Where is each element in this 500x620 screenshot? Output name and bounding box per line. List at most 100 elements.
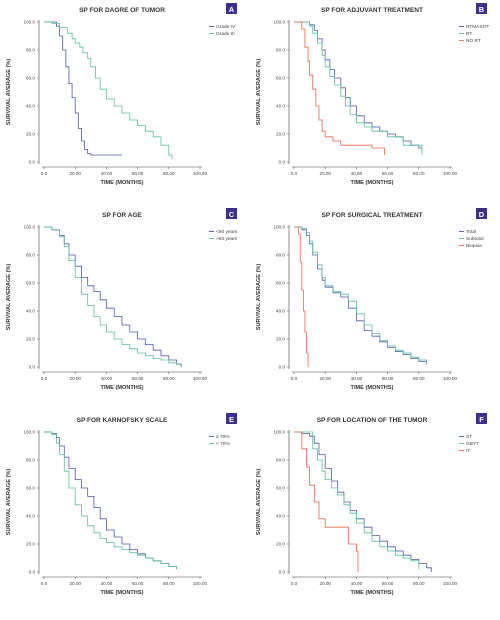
y-tick-label: 20.0 <box>26 337 35 342</box>
x-tick-label: 20.00 <box>69 581 81 586</box>
chart-title: SP FOR LOCATION OF THE TUMOR <box>317 417 428 424</box>
x-tick-label: 40.00 <box>101 581 113 586</box>
panel-letter: A <box>229 5 235 14</box>
legend-label: <60 years <box>216 229 238 235</box>
chart-panel-a: SP FOR DAGRE OF TUMOR A 0.0 20.00 40.00 60.00… <box>6 3 237 186</box>
series-line-3 <box>294 431 359 572</box>
x-tick-label: 40.00 <box>351 171 363 176</box>
x-tick-label: 60.00 <box>132 376 144 381</box>
legend-label: RTMASOT <box>466 24 489 30</box>
x-tick-label: 60.00 <box>382 376 394 381</box>
y-tick-label: 0.0 <box>279 365 286 370</box>
legend-label: Total <box>466 229 476 235</box>
panel-letter: D <box>479 210 485 219</box>
y-tick-label: 40.0 <box>276 104 285 109</box>
x-tick-label: 40.00 <box>101 171 113 176</box>
y-tick-label: 20.0 <box>26 542 35 547</box>
series-line-1 <box>294 226 427 365</box>
legend-label: Subtotal <box>466 236 484 242</box>
series-line-2 <box>294 226 427 363</box>
series-line-2 <box>44 21 173 160</box>
y-tick-label: 0.0 <box>29 570 36 575</box>
y-tick-label: 20.0 <box>276 542 285 547</box>
y-tick-label: 60.0 <box>276 76 285 81</box>
series-line-1 <box>294 21 423 151</box>
x-tick-label: 0.0 <box>291 581 298 586</box>
y-tick-label: 40.0 <box>26 514 35 519</box>
x-tick-label: 60.00 <box>382 171 394 176</box>
y-tick-label: 40.0 <box>26 309 35 314</box>
y-tick-label: 40.0 <box>276 514 285 519</box>
y-tick-label: 20.0 <box>276 337 285 342</box>
y-tick-label: 40.0 <box>276 309 285 314</box>
chart-panel-d: SP FOR SURGICAL TREATMENT D 0.0 20.00 40.00 6… <box>256 208 487 391</box>
x-axis-label: TIME (MONTHS) <box>101 180 144 186</box>
legend-label: ST <box>466 434 472 440</box>
x-tick-label: 100.00 <box>443 581 457 586</box>
x-tick-label: 100.00 <box>193 171 207 176</box>
legend-label: GBYT <box>466 441 479 447</box>
x-tick-label: 0.0 <box>41 376 48 381</box>
x-tick-label: 20.00 <box>69 171 81 176</box>
legend-label: IT <box>466 448 470 454</box>
chart-panel-e: SP FOR KARNOFSKY SCALE E 0.0 20.00 40.00 60.0… <box>6 413 237 596</box>
x-tick-label: 0.0 <box>41 171 48 176</box>
series-line-2 <box>294 21 423 155</box>
x-tick-label: 60.00 <box>382 581 394 586</box>
series-line-2 <box>44 431 177 570</box>
y-tick-label: 0.0 <box>29 160 36 165</box>
chart-title: SP FOR AGE <box>102 212 142 219</box>
panel-letter-badge <box>226 413 237 424</box>
y-axis-label: SURVIVAL AVERAGE (%) <box>6 59 12 126</box>
chart-title: SP FOR DAGRE OF TUMOR <box>79 7 165 14</box>
y-axis-label: SURVIVAL AVERAGE (%) <box>256 469 262 536</box>
panel-letter-badge <box>476 208 487 219</box>
x-tick-label: 0.0 <box>41 581 48 586</box>
y-tick-label: 80.0 <box>26 48 35 53</box>
y-tick-label: 100.0 <box>274 20 286 25</box>
series-line-3 <box>294 226 309 367</box>
x-tick-label: 0.0 <box>291 376 298 381</box>
x-axis-label: TIME (MONTHS) <box>101 385 144 391</box>
y-tick-label: 80.0 <box>276 48 285 53</box>
x-tick-label: 80.00 <box>163 171 175 176</box>
chart-panel-b: SP FOR ADJUVANT TREATMENT B 0.0 20.00 40.00 6… <box>256 3 489 186</box>
panel-letter-badge <box>476 413 487 424</box>
y-tick-label: 0.0 <box>279 160 286 165</box>
x-tick-label: 80.00 <box>163 581 175 586</box>
series-line-3 <box>294 21 385 155</box>
panel-letter-badge <box>476 3 487 14</box>
legend-label: Grade IV <box>216 24 236 30</box>
x-tick-label: 100.00 <box>193 376 207 381</box>
x-tick-label: 80.00 <box>413 171 425 176</box>
y-tick-label: 80.0 <box>26 253 35 258</box>
x-tick-label: 100.00 <box>443 376 457 381</box>
y-axis-label: SURVIVAL AVERAGE (%) <box>256 59 262 126</box>
legend-label: Grade III <box>216 31 235 37</box>
y-tick-label: 20.0 <box>276 132 285 137</box>
x-axis-label: TIME (MONTHS) <box>101 590 144 596</box>
x-tick-label: 20.00 <box>319 171 331 176</box>
chart-panel-c: SP FOR AGE C0.0 20.00 40.00 60.00 80.00 100.00… <box>6 208 238 391</box>
x-tick-label: 100.00 <box>443 171 457 176</box>
y-axis-label: SURVIVAL AVERAGE (%) <box>6 264 12 331</box>
x-tick-label: 40.00 <box>351 581 363 586</box>
x-tick-label: 80.00 <box>163 376 175 381</box>
x-axis-label: TIME (MONTHS) <box>351 590 394 596</box>
panel-letter: C <box>229 210 235 219</box>
x-tick-label: 20.00 <box>69 376 81 381</box>
series-line-1 <box>44 21 122 156</box>
legend-label: RT <box>466 31 472 37</box>
y-tick-label: 80.0 <box>276 458 285 463</box>
y-axis-label: SURVIVAL AVERAGE (%) <box>6 469 12 536</box>
y-tick-label: 100.0 <box>24 225 36 230</box>
y-tick-label: 60.0 <box>276 281 285 286</box>
chart-title: SP FOR KARNOFSKY SCALE <box>77 417 168 424</box>
x-tick-label: 60.00 <box>132 581 144 586</box>
y-tick-label: 100.0 <box>274 430 286 435</box>
x-tick-label: 80.00 <box>413 581 425 586</box>
x-tick-label: 60.00 <box>132 171 144 176</box>
y-tick-label: 0.0 <box>29 365 36 370</box>
y-tick-label: 80.0 <box>26 458 35 463</box>
